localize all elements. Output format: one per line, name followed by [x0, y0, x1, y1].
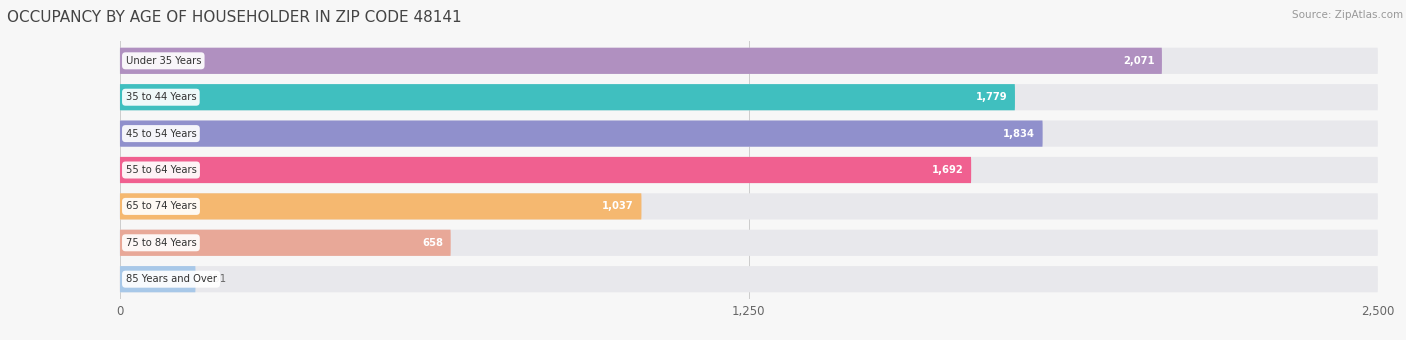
Text: 45 to 54 Years: 45 to 54 Years	[125, 129, 197, 139]
Text: 75 to 84 Years: 75 to 84 Years	[125, 238, 197, 248]
FancyBboxPatch shape	[120, 48, 1161, 74]
FancyBboxPatch shape	[120, 48, 1378, 74]
Text: 65 to 74 Years: 65 to 74 Years	[125, 201, 197, 211]
FancyBboxPatch shape	[120, 84, 1015, 110]
Text: 55 to 64 Years: 55 to 64 Years	[125, 165, 197, 175]
Text: 1,692: 1,692	[932, 165, 963, 175]
Text: 1,834: 1,834	[1002, 129, 1035, 139]
Text: 2,071: 2,071	[1123, 56, 1154, 66]
Text: 151: 151	[208, 274, 228, 284]
Text: OCCUPANCY BY AGE OF HOUSEHOLDER IN ZIP CODE 48141: OCCUPANCY BY AGE OF HOUSEHOLDER IN ZIP C…	[7, 10, 461, 25]
FancyBboxPatch shape	[120, 230, 451, 256]
FancyBboxPatch shape	[120, 157, 1378, 183]
FancyBboxPatch shape	[120, 193, 641, 220]
Text: 85 Years and Over: 85 Years and Over	[125, 274, 217, 284]
FancyBboxPatch shape	[120, 266, 1378, 292]
FancyBboxPatch shape	[120, 193, 1378, 220]
Text: 658: 658	[422, 238, 443, 248]
Text: Source: ZipAtlas.com: Source: ZipAtlas.com	[1292, 10, 1403, 20]
FancyBboxPatch shape	[120, 84, 1378, 110]
Text: 1,779: 1,779	[976, 92, 1008, 102]
FancyBboxPatch shape	[120, 157, 972, 183]
FancyBboxPatch shape	[120, 120, 1043, 147]
Text: Under 35 Years: Under 35 Years	[125, 56, 201, 66]
Text: 1,037: 1,037	[602, 201, 634, 211]
FancyBboxPatch shape	[120, 266, 195, 292]
Text: 35 to 44 Years: 35 to 44 Years	[125, 92, 197, 102]
FancyBboxPatch shape	[120, 120, 1378, 147]
FancyBboxPatch shape	[120, 230, 1378, 256]
